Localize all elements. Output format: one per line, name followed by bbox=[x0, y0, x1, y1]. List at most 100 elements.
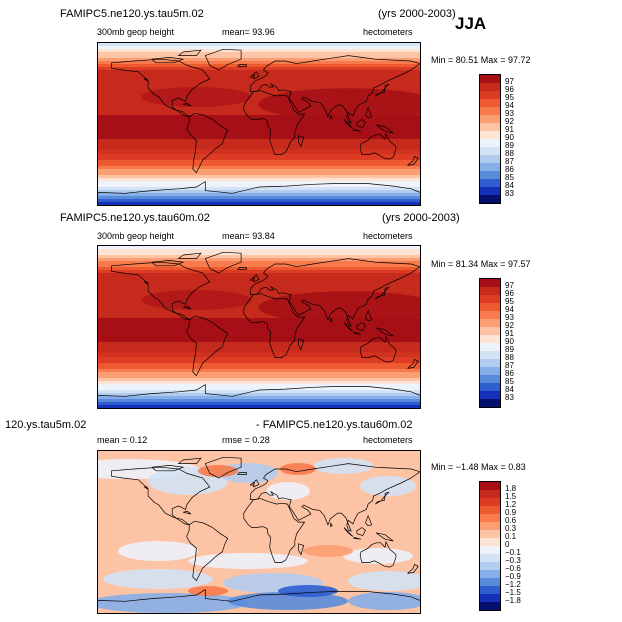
heatmap-cell bbox=[188, 586, 228, 596]
coastline bbox=[182, 305, 192, 310]
coastline bbox=[237, 472, 247, 475]
coastline bbox=[151, 57, 185, 64]
coastline bbox=[375, 327, 394, 337]
heatmap-cell bbox=[98, 178, 420, 182]
coastline bbox=[151, 465, 185, 472]
heatmap-cell bbox=[98, 363, 420, 367]
heatmap-cell bbox=[98, 252, 420, 256]
panel2-mean: mean= 93.84 bbox=[222, 231, 275, 241]
coastline bbox=[365, 106, 373, 119]
colorbar-swatch bbox=[480, 359, 500, 367]
heatmap-cell bbox=[98, 121, 420, 125]
panel1-mean: mean= 93.96 bbox=[222, 27, 275, 37]
panel3-mean: mean = 0.12 bbox=[97, 435, 148, 445]
heatmap-cell bbox=[98, 288, 420, 292]
colorbar-swatch bbox=[480, 279, 500, 287]
coastline bbox=[353, 332, 362, 335]
colorbar-swatch bbox=[480, 319, 500, 327]
panel1-title: FAMIPC5.ne120.ys.tau5m.02 bbox=[60, 8, 204, 20]
colorbar-swatch bbox=[480, 546, 500, 554]
coastline bbox=[177, 457, 202, 464]
heatmap-cell bbox=[98, 149, 420, 156]
coastline bbox=[365, 514, 373, 527]
heatmap-cell bbox=[98, 246, 420, 250]
colorbar-label: 87 bbox=[505, 361, 514, 370]
colorbar-swatch bbox=[480, 115, 500, 123]
coastline bbox=[186, 520, 229, 582]
colorbar-swatch bbox=[480, 399, 500, 407]
colorbar-label: 91 bbox=[505, 329, 514, 338]
coastline bbox=[375, 491, 390, 505]
heatmap-cell bbox=[98, 276, 420, 280]
heatmap-cell bbox=[98, 354, 420, 358]
heatmap-cell bbox=[98, 85, 420, 89]
colorbar-swatch bbox=[480, 375, 500, 383]
coastline bbox=[143, 78, 148, 82]
heatmap-cell bbox=[98, 187, 420, 191]
colorbar-label: 89 bbox=[505, 141, 514, 150]
heatmap-cell bbox=[188, 553, 308, 569]
colorbar-swatch bbox=[480, 506, 500, 514]
coastline bbox=[356, 322, 366, 332]
heatmap-cell bbox=[98, 351, 420, 355]
coastline bbox=[356, 527, 366, 537]
heatmap-cell bbox=[98, 309, 420, 313]
coastline bbox=[359, 540, 397, 568]
heatmap-cell bbox=[98, 196, 420, 200]
colorbar-swatch bbox=[480, 139, 500, 147]
heatmap-cell bbox=[98, 342, 420, 346]
coastline bbox=[298, 135, 305, 148]
heatmap-cell bbox=[280, 463, 316, 475]
heatmap-cell bbox=[98, 181, 420, 185]
heatmap-cell bbox=[98, 202, 420, 205]
heatmap-cell bbox=[98, 175, 420, 179]
panel1-colorbar bbox=[479, 74, 501, 204]
heatmap-cell bbox=[98, 369, 420, 373]
colorbar-label: 1.2 bbox=[505, 500, 517, 509]
colorbar-swatch bbox=[480, 522, 500, 530]
colorbar-label: 88 bbox=[505, 353, 514, 362]
colorbar-swatch bbox=[480, 554, 500, 562]
colorbar-label: 92 bbox=[505, 117, 514, 126]
colorbar-swatch bbox=[480, 578, 500, 586]
heatmap-cell bbox=[98, 127, 420, 131]
heatmap-cell bbox=[98, 73, 420, 77]
heatmap-cell bbox=[98, 387, 420, 391]
panel1-map bbox=[97, 42, 421, 206]
coastline bbox=[375, 83, 390, 97]
heatmap-cell bbox=[98, 97, 420, 101]
heatmap-cell bbox=[98, 151, 420, 155]
heatmap-cell bbox=[98, 43, 420, 47]
colorbar-label: −0.9 bbox=[505, 572, 521, 581]
coastline bbox=[249, 55, 420, 124]
heatmap-cell bbox=[98, 255, 420, 259]
coastline bbox=[375, 532, 394, 542]
colorbar-swatch bbox=[480, 335, 500, 343]
panel2-colorbar bbox=[479, 278, 501, 408]
coastline bbox=[343, 527, 354, 537]
colorbar-label: −0.3 bbox=[505, 556, 521, 565]
heatmap-cell bbox=[141, 290, 252, 310]
heatmap-cell bbox=[98, 273, 420, 277]
heatmap-cell bbox=[141, 87, 252, 107]
coastline bbox=[243, 293, 306, 358]
colorbar-label: 93 bbox=[505, 313, 514, 322]
heatmap-cell bbox=[98, 402, 420, 406]
heatmap-cell bbox=[278, 585, 338, 597]
heatmap-cell bbox=[98, 70, 420, 74]
coastline bbox=[186, 112, 229, 174]
heatmap-cell bbox=[98, 67, 420, 71]
coastline bbox=[204, 456, 242, 479]
coastline bbox=[111, 261, 211, 321]
colorbar-swatch bbox=[480, 367, 500, 375]
colorbar-swatch bbox=[480, 594, 500, 602]
heatmap-cell bbox=[98, 55, 420, 59]
coastline bbox=[298, 543, 305, 556]
heatmap-cell bbox=[98, 384, 420, 388]
heatmap-cell bbox=[98, 82, 420, 86]
heatmap-cell bbox=[103, 569, 213, 589]
coastline bbox=[330, 317, 333, 323]
heatmap-cell bbox=[98, 279, 420, 283]
coastline bbox=[375, 124, 394, 134]
